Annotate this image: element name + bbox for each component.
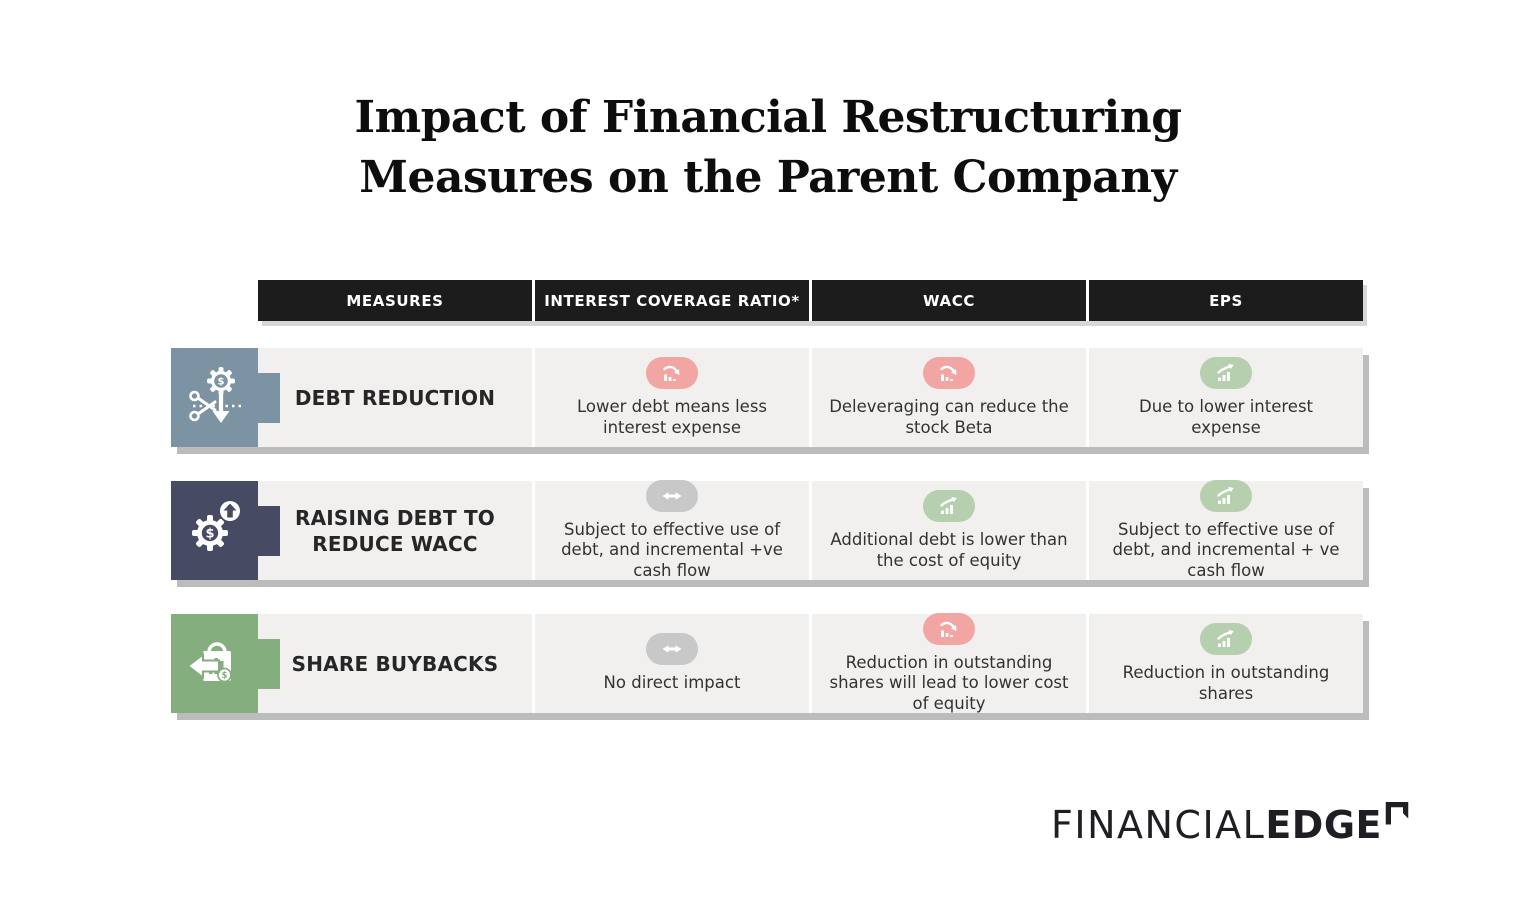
bar-chart-rise-icon [940, 497, 957, 515]
measure-label: RAISING DEBT TO REDUCE WACC [294, 505, 496, 556]
bar-chart-rise-icon [1217, 364, 1234, 382]
status-pill [923, 357, 975, 390]
page-title: Impact of Financial Restructuring Measur… [0, 88, 1536, 208]
title-line-1: Impact of Financial Restructuring [354, 92, 1182, 143]
financial-edge-logo: FINANCIAL EDGE [1051, 802, 1410, 844]
bar-chart-rise-icon [1217, 630, 1234, 648]
svg-text:$: $ [217, 376, 224, 387]
bar-chart-decline-icon [663, 366, 680, 382]
left-right-arrow-icon [662, 492, 682, 501]
buyback-bag-icon: $ [185, 641, 232, 682]
measure-label: SHARE BUYBACKS [291, 651, 499, 676]
measure-label: DEBT REDUCTION [294, 385, 496, 410]
cell-text: Lower debt means less interest expense [576, 397, 768, 437]
table-header-row: MEASURES INTEREST COVERAGE RATIO* WACC E… [258, 280, 1363, 321]
bar-chart-decline-icon [940, 622, 957, 638]
cell-text: No direct impact [603, 673, 741, 693]
dollar-gear-up-icon: $ [191, 500, 240, 551]
status-pill [923, 613, 975, 646]
cell-text: Subject to effective use of debt, and in… [1112, 520, 1340, 580]
logo-text-financial: FINANCIAL [1051, 803, 1266, 847]
status-pill [1200, 623, 1252, 656]
row-accent-block: $ [171, 481, 280, 580]
status-pill [646, 633, 698, 666]
corner-bracket-icon [1385, 802, 1409, 825]
measure-cell: DEBT REDUCTION [258, 348, 532, 447]
logo-text-edge: EDGE [1265, 803, 1382, 847]
status-pill [646, 357, 698, 390]
cell-text: Reduction in outstanding shares will lea… [829, 653, 1069, 713]
icr-cell: No direct impact [535, 614, 809, 713]
eps-cell: Subject to effective use of debt, and in… [1089, 480, 1363, 580]
left-right-arrow-icon [662, 645, 682, 654]
row-arrow-notch [257, 505, 280, 556]
table-row-raising-debt: $ RAISING DEBT TO REDUCE WACC [171, 480, 1363, 580]
bar-chart-rise-icon [1217, 487, 1234, 505]
status-pill [923, 490, 975, 523]
status-pill [646, 480, 698, 513]
row-arrow-notch [257, 638, 280, 689]
bar-chart-decline-icon [940, 366, 957, 382]
cell-text: Subject to effective use of debt, and in… [561, 520, 783, 580]
measures-table: MEASURES INTEREST COVERAGE RATIO* WACC E… [171, 280, 1363, 713]
cell-text: Reduction in outstanding shares [1122, 663, 1330, 703]
table-row-debt-reduction: $ DEBT REDUCTION [171, 348, 1363, 447]
eps-cell: Due to lower interest expense [1089, 348, 1363, 447]
cell-text: Due to lower interest expense [1138, 397, 1314, 437]
measure-cell: RAISING DEBT TO REDUCE WACC [258, 481, 532, 580]
svg-text:$: $ [221, 671, 227, 681]
table-row-share-buybacks: $ SHARE BUYBACKS [171, 613, 1363, 713]
cell-text: Deleveraging can reduce the stock Beta [829, 397, 1069, 437]
cell-text: Additional debt is lower than the cost o… [830, 530, 1068, 570]
header-interest-coverage-ratio: INTEREST COVERAGE RATIO* [535, 280, 809, 321]
icr-cell: Lower debt means less interest expense [535, 348, 809, 447]
title-line-2: Measures on the Parent Company [359, 151, 1177, 203]
header-wacc: WACC [812, 280, 1086, 321]
row-accent-block: $ [171, 614, 280, 713]
svg-text:$: $ [205, 526, 214, 541]
header-eps: EPS [1089, 280, 1363, 321]
measure-cell: SHARE BUYBACKS [258, 614, 532, 713]
scissors-cut-debt-icon: $ [188, 366, 243, 423]
icr-cell: Subject to effective use of debt, and in… [535, 480, 809, 580]
wacc-cell: Reduction in outstanding shares will lea… [812, 613, 1086, 713]
row-accent-block: $ [171, 348, 280, 447]
wacc-cell: Deleveraging can reduce the stock Beta [812, 348, 1086, 447]
status-pill [1200, 480, 1252, 513]
eps-cell: Reduction in outstanding shares [1089, 614, 1363, 713]
header-measures: MEASURES [258, 280, 532, 321]
status-pill [1200, 357, 1252, 390]
row-arrow-notch [257, 372, 280, 423]
wacc-cell: Additional debt is lower than the cost o… [812, 481, 1086, 580]
